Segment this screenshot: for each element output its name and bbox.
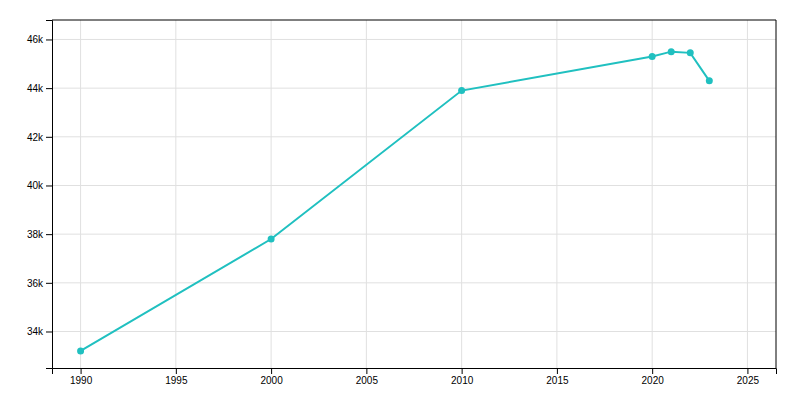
grid-line xyxy=(52,234,776,235)
frame xyxy=(776,20,777,368)
y-tick-mark xyxy=(46,137,52,138)
y-tick-label: 36k xyxy=(27,278,44,289)
y-tick-mark xyxy=(46,39,52,40)
plot: 1990 1995 2000 2005 2010 2015 2020 2025 34k 36k 38… xyxy=(27,20,777,386)
line xyxy=(81,52,710,351)
x-tick-label: 2000 xyxy=(260,375,283,386)
grid-line xyxy=(652,20,653,368)
x-tick-label: 2020 xyxy=(642,375,665,386)
grid-line xyxy=(52,185,776,186)
x-tick-label: 1990 xyxy=(70,375,93,386)
frame xyxy=(52,20,776,21)
grid-line xyxy=(52,331,776,332)
y-tick-label: 42k xyxy=(27,132,44,143)
y-tick: 44k xyxy=(27,83,52,94)
point xyxy=(268,236,275,243)
x-tick-mark xyxy=(176,368,177,374)
y-tick-mark xyxy=(46,283,52,284)
grid-line xyxy=(461,20,462,368)
x-tick-label: 2025 xyxy=(737,375,760,386)
grid-line xyxy=(52,282,776,283)
grid xyxy=(52,20,776,368)
y-tick-label: 44k xyxy=(27,83,44,94)
x-tick: 2005 xyxy=(356,368,379,386)
chart: 1990 1995 2000 2005 2010 2015 2020 2025 34k 36k 38… xyxy=(0,0,800,400)
marks xyxy=(77,48,713,354)
y-tick: 42k xyxy=(27,132,52,143)
x-tick-mark xyxy=(557,368,558,374)
point xyxy=(458,87,465,94)
grid-line xyxy=(747,20,748,368)
x-tick: 1990 xyxy=(70,368,93,386)
x-tick: 2025 xyxy=(737,368,760,386)
x-tick-mark xyxy=(462,368,463,374)
x-tick: 2000 xyxy=(260,368,283,386)
x-tick-mark xyxy=(652,368,653,374)
point xyxy=(77,347,84,354)
x-tick-label: 2005 xyxy=(356,375,379,386)
point xyxy=(687,49,694,56)
grid-line xyxy=(80,20,81,368)
x-tick: 2020 xyxy=(642,368,665,386)
x-tick-mark xyxy=(747,368,748,374)
y-tick-mark xyxy=(46,88,52,89)
y-tick: 36k xyxy=(27,278,52,289)
y-tick-mark xyxy=(46,234,52,235)
y-axis-line xyxy=(46,21,53,369)
grid-line xyxy=(52,136,776,137)
point xyxy=(649,53,656,60)
x-tick-label: 2010 xyxy=(451,375,474,386)
grid-line xyxy=(366,20,367,368)
x-tick-mark xyxy=(271,368,272,374)
x-tick-mark xyxy=(366,368,367,374)
y-tick-label: 38k xyxy=(27,229,44,240)
x-tick-label: 1995 xyxy=(165,375,188,386)
point xyxy=(668,48,675,55)
y-tick-mark xyxy=(46,331,52,332)
point xyxy=(706,77,713,84)
x-tick: 2010 xyxy=(451,368,474,386)
x-tick-label: 2015 xyxy=(546,375,569,386)
grid-line xyxy=(175,20,176,368)
x-tick: 1995 xyxy=(165,368,188,386)
x-axis-line xyxy=(53,369,777,375)
y-axis: 34k 36k 38k 40k 42k 44k 46k xyxy=(27,21,53,369)
grid-line xyxy=(52,88,776,89)
x-axis: 1990 1995 2000 2005 2010 2015 2020 2025 xyxy=(53,368,777,386)
y-tick-label: 46k xyxy=(27,34,44,45)
y-tick-label: 34k xyxy=(27,326,44,337)
y-tick-label: 40k xyxy=(27,180,44,191)
grid-line xyxy=(271,20,272,368)
x-tick: 2015 xyxy=(546,368,569,386)
x-tick-mark xyxy=(81,368,82,374)
y-tick: 46k xyxy=(27,34,52,45)
y-tick: 40k xyxy=(27,180,52,191)
grid-line xyxy=(556,20,557,368)
y-tick: 38k xyxy=(27,229,52,240)
y-tick: 34k xyxy=(27,326,52,337)
y-tick-mark xyxy=(46,185,52,186)
grid-line xyxy=(52,39,776,40)
